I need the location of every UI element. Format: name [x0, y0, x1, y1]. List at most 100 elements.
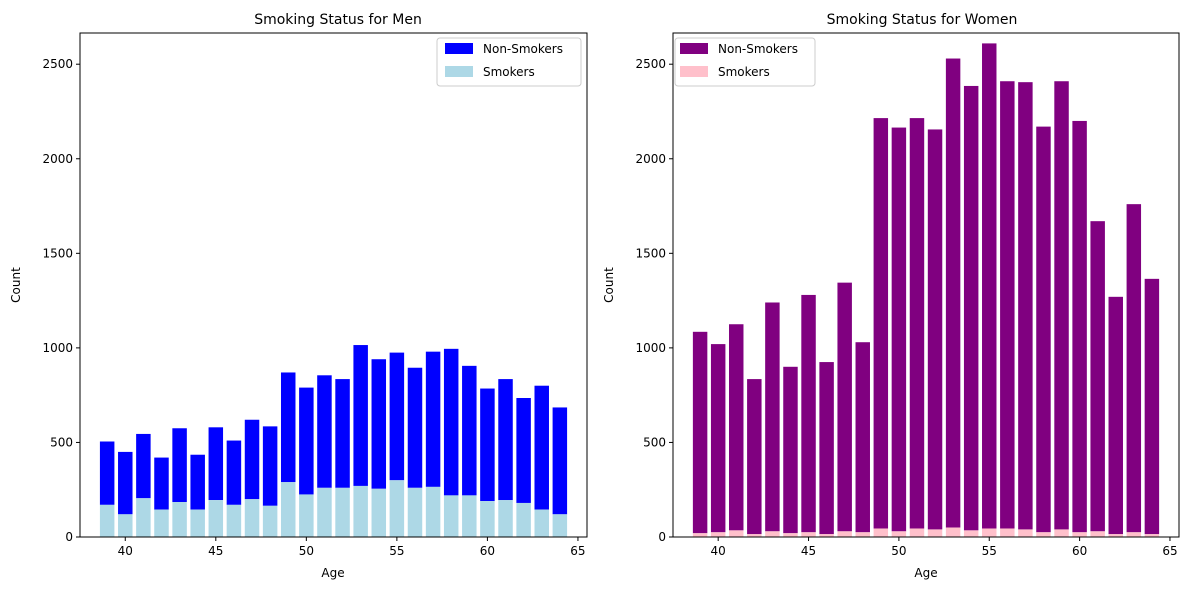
women-bar-non-smokers-age-42: [747, 379, 762, 535]
women-bar-non-smokers-age-45: [801, 294, 816, 533]
women-legend-label-non-smokers: Non-Smokers: [718, 42, 798, 56]
women-bar-non-smokers-age-62: [1108, 296, 1123, 535]
men-bar-non-smokers-age-43: [172, 428, 187, 503]
men-plot-frame: [79, 32, 588, 538]
women-y-tick-label-0: 0: [658, 530, 666, 544]
women-bar-smokers-age-47: [837, 531, 852, 537]
men-x-axis-label: Age: [321, 566, 344, 580]
women-bar-non-smokers-age-61: [1090, 221, 1105, 532]
men-x-axis-ticks: 40 45 50 55 60 65: [118, 537, 586, 558]
men-bar-non-smokers-age-44: [190, 454, 205, 510]
men-bar-smokers-age-59: [462, 495, 477, 537]
men-bar-smokers-age-63: [534, 509, 549, 537]
women-bar-non-smokers-age-40: [710, 344, 726, 533]
women-x-tick-label-55: 55: [982, 544, 997, 558]
men-bars: [99, 345, 568, 537]
men-bar-smokers-age-49: [280, 482, 296, 537]
women-bar-non-smokers-age-56: [1000, 81, 1015, 529]
men-y-tick-label-2500: 2500: [42, 57, 73, 71]
women-chart: Smoking Status for Women 0 500 1000 1500 200…: [602, 12, 1180, 580]
women-bar-non-smokers-age-60: [1072, 120, 1087, 533]
women-bar-smokers-age-60: [1072, 532, 1087, 537]
men-bar-non-smokers-age-40: [118, 451, 133, 515]
men-y-tick-label-500: 500: [50, 435, 73, 449]
women-bar-non-smokers-age-41: [729, 324, 744, 531]
men-bar-non-smokers-age-53: [353, 345, 368, 486]
women-bar-smokers-age-62: [1108, 534, 1123, 537]
men-chart: Smoking Status for Men 0 500 1000 1500 2000 2…: [9, 12, 588, 580]
men-x-tick-label-65: 65: [570, 544, 585, 558]
women-bar-smokers-age-49: [873, 528, 889, 537]
men-legend: Non-Smokers Smokers: [436, 37, 582, 87]
women-x-tick-label-45: 45: [801, 544, 816, 558]
women-y-tick-label-1500: 1500: [635, 246, 666, 260]
men-bar-non-smokers-age-62: [516, 398, 531, 503]
men-y-tick-label-1500: 1500: [42, 246, 73, 260]
men-bar-non-smokers-age-41: [136, 433, 151, 499]
men-bar-non-smokers-age-45: [208, 427, 224, 501]
women-legend: Non-Smokers Smokers: [674, 37, 816, 87]
women-bar-smokers-age-45: [801, 532, 816, 537]
women-bar-non-smokers-age-48: [855, 342, 870, 533]
women-y-tick-label-500: 500: [643, 435, 666, 449]
women-x-tick-label-60: 60: [1072, 544, 1087, 558]
women-bar-non-smokers-age-59: [1054, 81, 1069, 530]
women-bar-smokers-age-41: [729, 530, 744, 537]
men-bar-smokers-age-64: [552, 514, 568, 537]
men-bar-non-smokers-age-56: [407, 367, 423, 488]
women-y-tick-label-1000: 1000: [635, 341, 666, 355]
women-x-axis-ticks: 40 45 50 55 60 65: [711, 537, 1178, 558]
men-bar-non-smokers-age-50: [299, 387, 314, 495]
women-legend-label-smokers: Smokers: [718, 65, 770, 79]
men-bar-smokers-age-51: [317, 487, 332, 537]
men-legend-swatch-non-smokers: [445, 43, 473, 54]
men-x-tick-label-55: 55: [389, 544, 404, 558]
men-bar-non-smokers-age-60: [480, 388, 495, 502]
men-bar-smokers-age-44: [190, 509, 205, 537]
men-bar-smokers-age-52: [335, 487, 350, 537]
men-bar-non-smokers-age-64: [552, 407, 568, 515]
women-bar-non-smokers-age-55: [982, 43, 997, 529]
women-bar-smokers-age-40: [710, 532, 726, 537]
women-bar-smokers-age-53: [945, 527, 961, 537]
women-bar-non-smokers-age-53: [945, 58, 961, 528]
women-bar-non-smokers-age-58: [1036, 126, 1051, 533]
men-x-tick-label-60: 60: [480, 544, 495, 558]
men-bar-smokers-age-43: [172, 502, 187, 537]
women-bar-smokers-age-43: [765, 531, 780, 537]
women-bar-smokers-age-56: [1000, 528, 1015, 537]
men-bar-smokers-age-40: [118, 514, 133, 537]
women-legend-frame: [674, 37, 816, 87]
women-bar-smokers-age-54: [963, 530, 979, 537]
men-bar-smokers-age-47: [244, 499, 260, 537]
men-bar-non-smokers-age-51: [317, 375, 332, 488]
men-bar-smokers-age-57: [425, 486, 441, 537]
men-bar-smokers-age-58: [443, 495, 459, 537]
men-bar-non-smokers-age-47: [244, 419, 260, 500]
women-bar-non-smokers-age-63: [1126, 204, 1142, 533]
women-bar-smokers-age-61: [1090, 531, 1105, 537]
men-x-tick-label-50: 50: [299, 544, 314, 558]
women-bar-non-smokers-age-49: [873, 118, 889, 529]
women-bar-smokers-age-57: [1018, 529, 1033, 537]
men-y-tick-label-0: 0: [65, 530, 73, 544]
men-bar-non-smokers-age-46: [226, 440, 242, 505]
women-y-tick-label-2500: 2500: [635, 57, 666, 71]
women-bar-smokers-age-52: [927, 529, 943, 537]
women-bar-smokers-age-59: [1054, 529, 1069, 537]
women-bar-non-smokers-age-46: [819, 362, 834, 535]
women-bar-non-smokers-age-54: [963, 85, 979, 531]
men-bar-non-smokers-age-39: [99, 441, 115, 505]
women-bar-non-smokers-age-52: [927, 129, 943, 530]
men-bar-smokers-age-39: [99, 504, 115, 537]
women-bar-non-smokers-age-57: [1018, 82, 1033, 530]
women-bar-smokers-age-55: [982, 528, 997, 537]
men-chart-title: Smoking Status for Men: [254, 12, 422, 28]
women-y-tick-label-2000: 2000: [635, 152, 666, 166]
men-bar-smokers-age-53: [353, 485, 368, 537]
men-bar-smokers-age-61: [498, 500, 513, 537]
men-bar-non-smokers-age-57: [425, 351, 441, 487]
women-chart-title: Smoking Status for Women: [827, 12, 1018, 28]
men-y-axis-label: Count: [9, 267, 23, 303]
